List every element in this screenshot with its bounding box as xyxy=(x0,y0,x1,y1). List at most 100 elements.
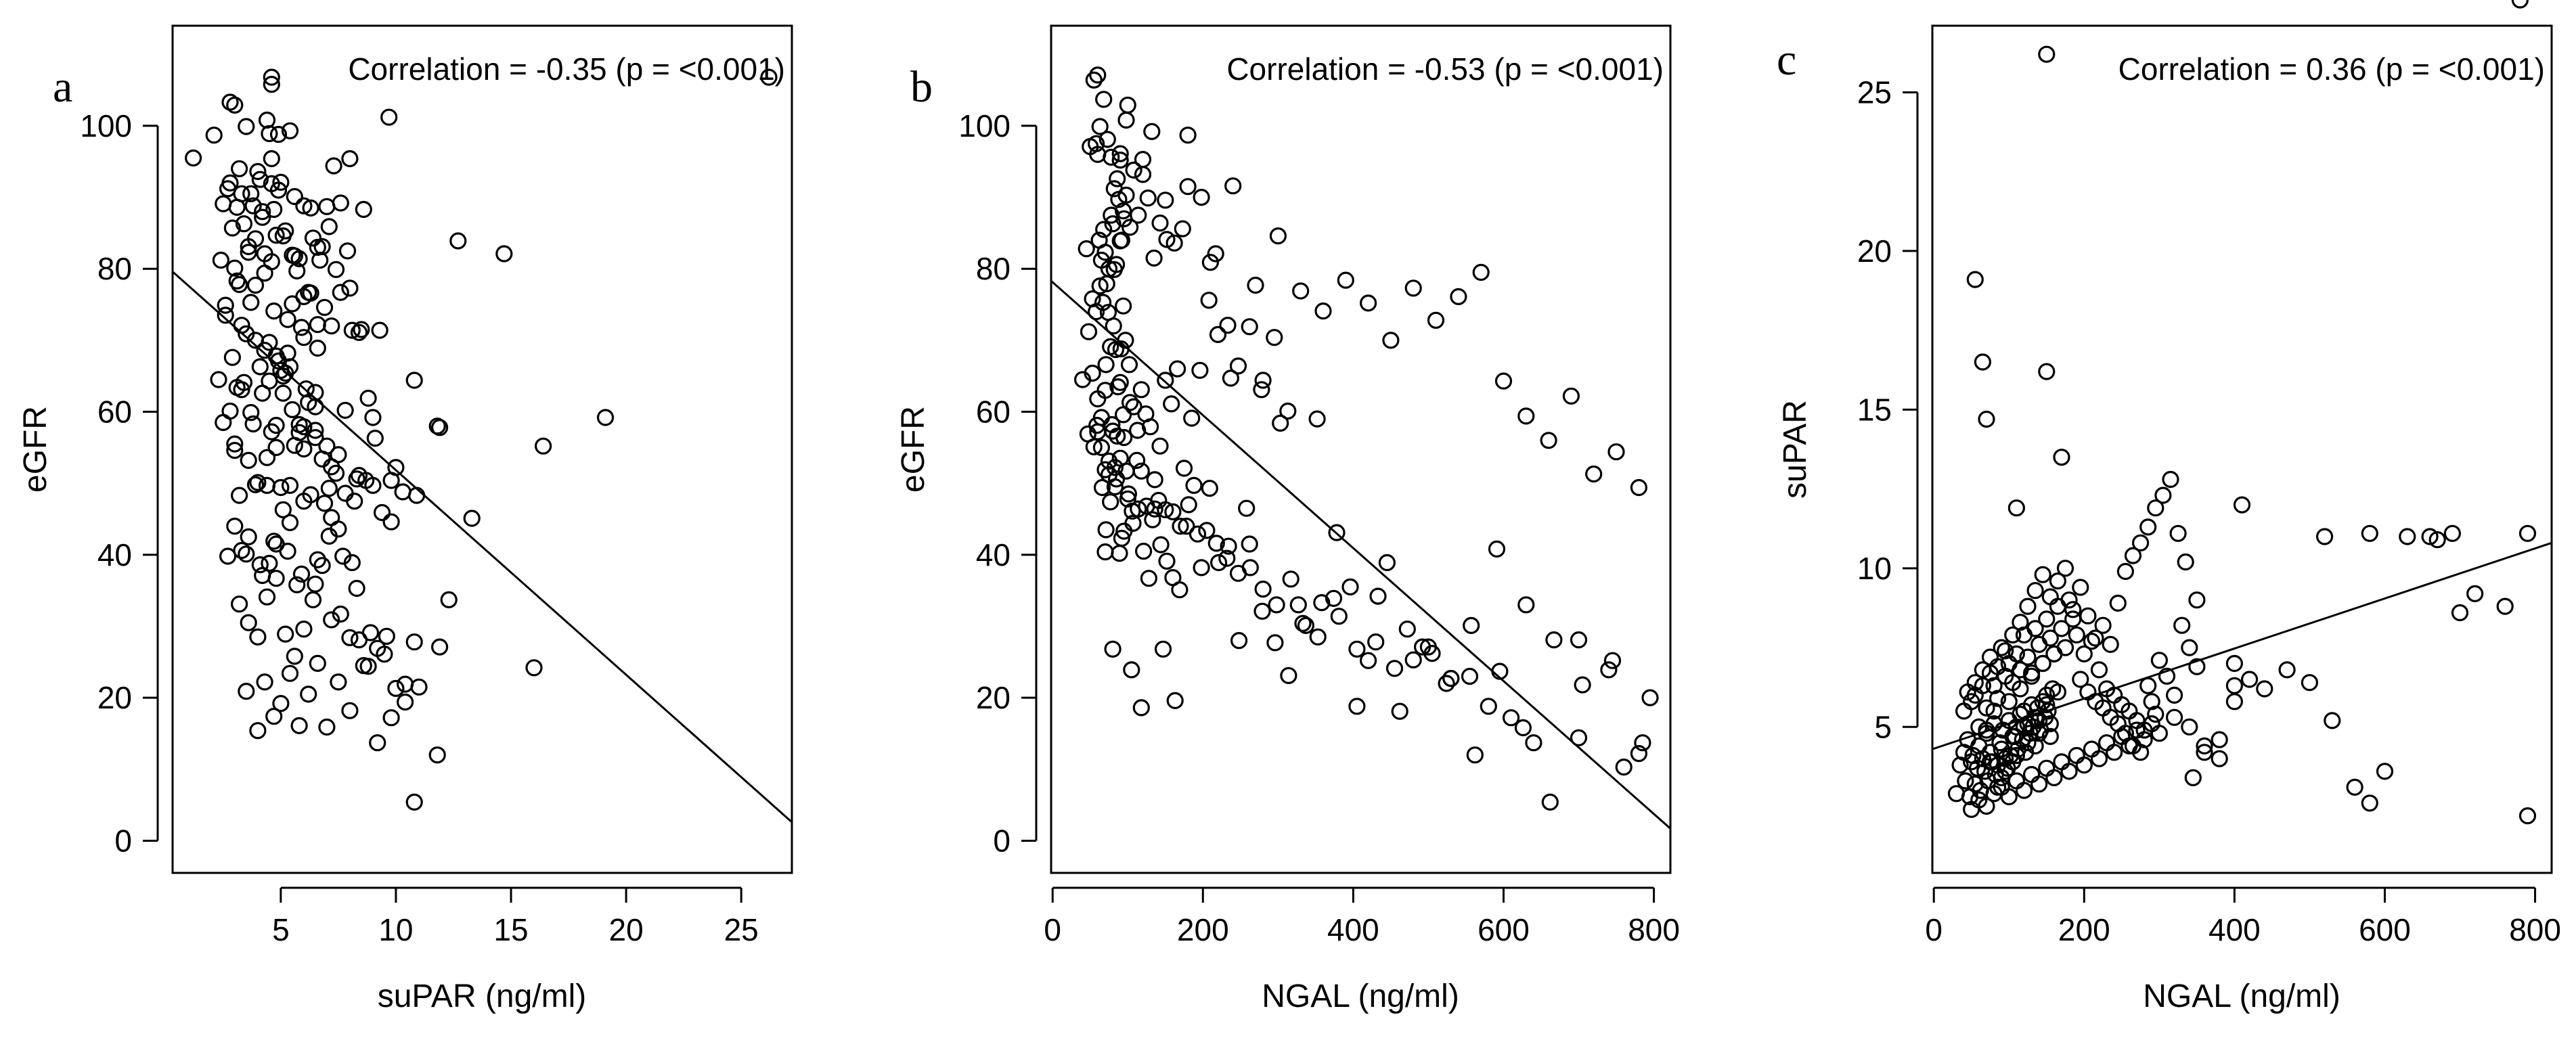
data-point xyxy=(410,678,428,696)
data-point xyxy=(1096,382,1114,399)
data-point xyxy=(223,348,241,366)
data-point xyxy=(332,284,349,301)
data-point xyxy=(2428,531,2446,549)
data-point xyxy=(1209,325,1227,343)
x-tick-label: 20 xyxy=(609,912,644,947)
data-point xyxy=(1140,570,1158,587)
data-point xyxy=(1111,152,1129,169)
data-point xyxy=(318,437,336,455)
data-point xyxy=(430,638,449,656)
data-point xyxy=(396,675,414,693)
data-point xyxy=(1545,631,1563,649)
data-point xyxy=(2045,645,2063,663)
data-point xyxy=(1525,734,1542,752)
data-point xyxy=(1132,381,1150,399)
data-point xyxy=(274,367,292,385)
data-point xyxy=(249,722,267,740)
data-point xyxy=(2049,683,2066,701)
data-point xyxy=(2443,524,2461,542)
data-point xyxy=(341,629,359,647)
data-point xyxy=(364,476,382,495)
data-point xyxy=(1378,554,1396,572)
data-point xyxy=(238,682,255,700)
data-point xyxy=(217,307,234,324)
y-tick-label: 60 xyxy=(976,394,1011,430)
data-point xyxy=(1630,744,1647,763)
data-point xyxy=(309,316,326,334)
data-point xyxy=(1172,517,1189,535)
data-point xyxy=(240,451,257,470)
data-point xyxy=(1073,371,1092,388)
data-point xyxy=(269,126,288,143)
plot-frame xyxy=(1931,24,2553,874)
data-point xyxy=(1119,96,1136,114)
data-point xyxy=(309,339,326,357)
data-point xyxy=(251,171,269,188)
data-point xyxy=(231,160,248,177)
data-point xyxy=(295,440,313,458)
data-point xyxy=(1385,660,1404,677)
data-point xyxy=(1382,332,1400,349)
data-point xyxy=(1269,227,1287,245)
data-point xyxy=(1201,479,1218,497)
data-point xyxy=(440,591,458,609)
data-point xyxy=(1603,652,1622,669)
data-point xyxy=(1309,628,1327,646)
data-point xyxy=(1540,432,1557,449)
data-point xyxy=(1092,409,1111,426)
data-point xyxy=(1993,740,2010,758)
data-point xyxy=(281,476,299,495)
data-point xyxy=(2004,626,2022,644)
data-point xyxy=(1114,202,1132,220)
data-point xyxy=(217,296,234,314)
data-point xyxy=(1272,414,1289,432)
data-point xyxy=(2053,449,2070,466)
data-point xyxy=(1095,221,1113,238)
data-point xyxy=(1175,459,1193,477)
data-point xyxy=(307,428,324,447)
data-point xyxy=(369,734,386,752)
data-point xyxy=(2173,616,2191,634)
data-point xyxy=(2023,667,2041,685)
data-point xyxy=(1111,145,1129,162)
data-point xyxy=(1966,674,1984,692)
data-point xyxy=(2169,524,2187,542)
data-point xyxy=(341,702,359,719)
data-point xyxy=(1466,746,1484,764)
data-point xyxy=(2090,750,2108,767)
data-point xyxy=(2166,708,2183,726)
data-point xyxy=(290,424,308,441)
data-point xyxy=(1096,543,1114,561)
data-point xyxy=(1096,244,1114,261)
data-point xyxy=(2120,737,2138,755)
data-point xyxy=(1095,91,1113,108)
data-point xyxy=(226,441,244,459)
data-point xyxy=(1157,371,1174,389)
x-tick-label: 600 xyxy=(1478,912,1530,947)
x-tick-label: 800 xyxy=(2509,912,2561,947)
panel-letter: a xyxy=(53,62,72,112)
data-point xyxy=(1151,215,1169,232)
y-tick-label: 80 xyxy=(97,251,132,286)
data-point xyxy=(1091,277,1109,295)
data-point xyxy=(295,620,313,638)
data-point xyxy=(238,118,255,135)
data-point xyxy=(353,321,370,338)
plot-frame xyxy=(171,24,793,874)
data-point xyxy=(1179,178,1197,196)
data-point xyxy=(290,717,308,735)
data-point xyxy=(304,229,322,247)
data-point xyxy=(325,157,342,175)
data-point xyxy=(495,245,513,263)
data-point xyxy=(1348,698,1366,715)
data-point xyxy=(1207,245,1224,263)
data-point xyxy=(1152,536,1170,554)
plot-frame xyxy=(1050,24,1672,874)
data-point xyxy=(2030,725,2048,742)
data-point xyxy=(1348,640,1366,658)
data-point xyxy=(242,185,260,202)
data-point xyxy=(348,579,365,597)
x-tick-label: 15 xyxy=(493,912,528,947)
data-point xyxy=(1981,744,1999,761)
